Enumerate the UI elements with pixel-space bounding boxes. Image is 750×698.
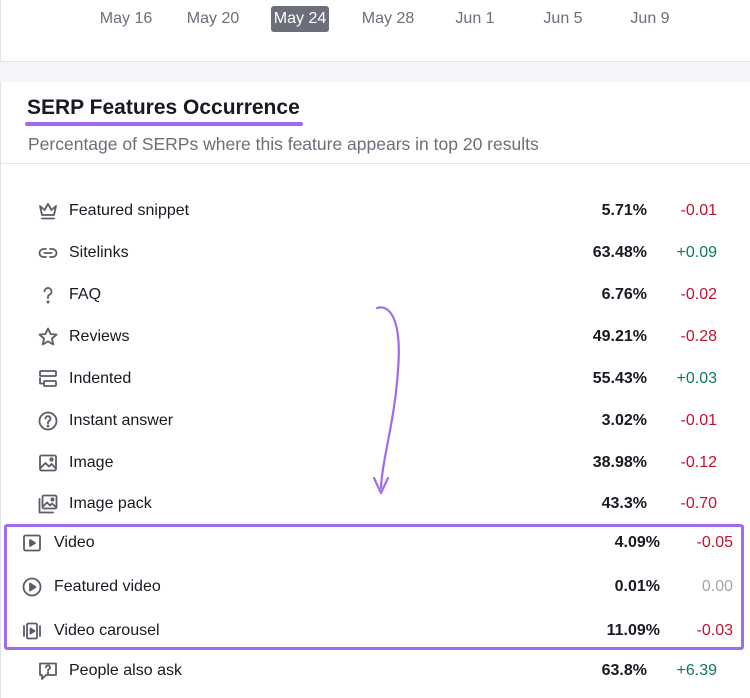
feature-change: -0.70 <box>680 495 717 512</box>
star-icon <box>37 326 59 348</box>
card-subtitle: Percentage of SERPs where this feature a… <box>28 134 539 154</box>
feature-percentage: 5.71% <box>601 202 647 219</box>
feature-label: Image <box>69 454 114 471</box>
feature-row-faq[interactable]: FAQ 6.76% -0.02 <box>1 274 750 316</box>
annotation-arrow-icon <box>372 306 400 495</box>
feature-row-featured-snippet[interactable]: Featured snippet 5.71% -0.01 <box>1 190 750 232</box>
crown-icon <box>37 200 59 222</box>
feature-change: -0.01 <box>680 412 717 429</box>
feature-row-video[interactable]: Video 4.09% -0.05 <box>1 522 750 564</box>
date-axis: May 16 May 20 May 24 May 28 Jun 1 Jun 5 … <box>1 0 750 40</box>
feature-change: -0.02 <box>680 286 717 303</box>
feature-row-reviews[interactable]: Reviews 49.21% -0.28 <box>1 316 750 358</box>
serp-features-card: SERP Features Occurrence Percentage of S… <box>0 82 750 698</box>
feature-percentage: 4.09% <box>614 534 660 551</box>
feature-percentage: 43.3% <box>601 495 647 512</box>
feature-change: -0.03 <box>696 622 733 639</box>
feature-change: -0.28 <box>680 328 717 345</box>
feature-change: 0.00 <box>701 578 733 595</box>
feature-percentage: 49.21% <box>592 328 647 345</box>
image-pack-icon <box>37 493 59 515</box>
feature-label: Instant answer <box>69 412 174 429</box>
timeline-panel: May 16 May 20 May 24 May 28 Jun 1 Jun 5 … <box>0 0 750 62</box>
feature-percentage: 6.76% <box>601 286 647 303</box>
header-divider <box>1 163 750 164</box>
feature-percentage: 63.8% <box>601 662 647 679</box>
feature-change: -0.05 <box>696 534 733 551</box>
feature-label: Sitelinks <box>69 244 129 261</box>
date-tick[interactable]: Jun 5 <box>543 10 583 27</box>
feature-change: +0.09 <box>676 244 717 261</box>
video-features-highlight <box>4 524 744 650</box>
feature-percentage: 3.02% <box>601 412 647 429</box>
feature-percentage: 11.09% <box>606 622 660 639</box>
feature-row-indented[interactable]: Indented 55.43% +0.03 <box>1 358 750 400</box>
feature-percentage: 0.01% <box>614 578 660 595</box>
title-underline <box>25 122 303 126</box>
feature-row-people-also-ask[interactable]: People also ask 63.8% +6.39 <box>1 650 750 692</box>
feature-label: Featured video <box>54 578 161 595</box>
date-tick-active[interactable]: May 24 <box>271 6 329 32</box>
date-tick[interactable]: May 16 <box>99 10 153 27</box>
feature-percentage: 38.98% <box>592 454 647 471</box>
video-icon <box>21 532 43 554</box>
feature-change: +6.39 <box>676 662 717 679</box>
chat-question-icon <box>37 660 59 682</box>
play-circle-icon <box>21 576 43 598</box>
date-tick[interactable]: May 20 <box>186 10 240 27</box>
feature-label: Video carousel <box>54 622 160 639</box>
card-title: SERP Features Occurrence <box>27 96 300 119</box>
date-tick[interactable]: Jun 9 <box>630 10 670 27</box>
feature-label: Featured snippet <box>69 202 190 219</box>
date-tick[interactable]: Jun 1 <box>455 10 495 27</box>
feature-row-instant-answer[interactable]: Instant answer 3.02% -0.01 <box>1 400 750 442</box>
feature-row-image-pack[interactable]: Image pack 43.3% -0.70 <box>1 483 750 525</box>
feature-row-image[interactable]: Image 38.98% -0.12 <box>1 442 750 484</box>
question-circle-icon <box>37 410 59 432</box>
feature-label: Video <box>54 534 95 551</box>
feature-label: Image pack <box>69 495 152 512</box>
feature-percentage: 63.48% <box>592 244 647 261</box>
date-tick[interactable]: May 28 <box>361 10 415 27</box>
link-icon <box>37 242 59 264</box>
section-gap <box>0 62 750 82</box>
feature-change: +0.03 <box>676 370 717 387</box>
feature-label: People also ask <box>69 662 182 679</box>
video-carousel-icon <box>21 620 43 642</box>
feature-label: Reviews <box>69 328 130 345</box>
indented-icon <box>37 368 59 390</box>
image-icon <box>37 452 59 474</box>
question-icon <box>37 284 59 306</box>
feature-row-sitelinks[interactable]: Sitelinks 63.48% +0.09 <box>1 232 750 274</box>
feature-label: FAQ <box>69 286 102 303</box>
feature-percentage: 55.43% <box>592 370 647 387</box>
feature-label: Indented <box>69 370 132 387</box>
feature-change: -0.01 <box>680 202 717 219</box>
feature-change: -0.12 <box>680 454 717 471</box>
feature-row-featured-video[interactable]: Featured video 0.01% 0.00 <box>1 566 750 608</box>
feature-row-video-carousel[interactable]: Video carousel 11.09% -0.03 <box>1 610 750 652</box>
